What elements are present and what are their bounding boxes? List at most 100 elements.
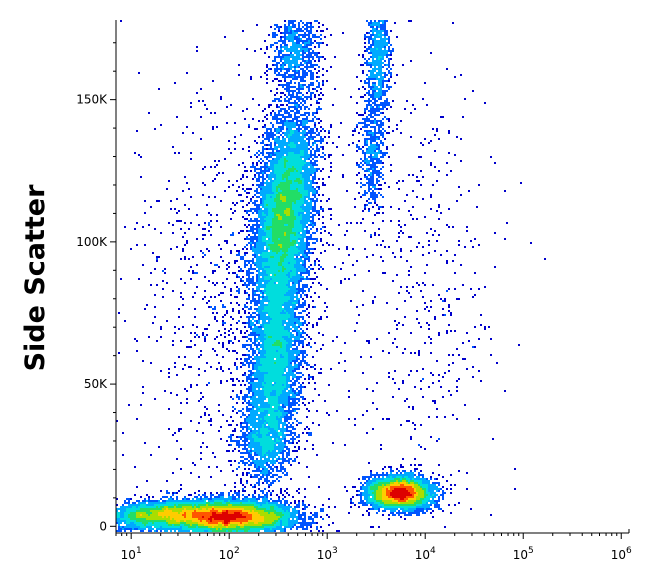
density-dot bbox=[322, 226, 324, 228]
density-dot bbox=[302, 136, 304, 138]
density-dot bbox=[268, 244, 270, 246]
density-dot bbox=[372, 206, 374, 208]
density-dot bbox=[276, 104, 278, 106]
density-dot bbox=[314, 242, 316, 244]
density-dot bbox=[328, 136, 330, 138]
density-dot bbox=[286, 194, 288, 196]
density-dot bbox=[290, 142, 292, 144]
density-dot bbox=[382, 112, 384, 114]
density-dot bbox=[302, 210, 304, 212]
density-dot bbox=[248, 312, 250, 314]
density-dot bbox=[190, 278, 192, 280]
density-dot bbox=[278, 230, 280, 232]
density-dot bbox=[368, 156, 370, 158]
density-dot bbox=[308, 198, 310, 200]
density-dot bbox=[296, 208, 298, 210]
density-dot bbox=[276, 206, 278, 208]
density-dot bbox=[314, 238, 316, 240]
density-dot bbox=[372, 164, 374, 166]
density-dot bbox=[262, 178, 264, 180]
density-dot bbox=[304, 166, 306, 168]
density-dot bbox=[276, 92, 278, 94]
density-dot bbox=[262, 198, 264, 200]
density-dot bbox=[308, 244, 310, 246]
density-dot bbox=[308, 120, 310, 122]
density-dot bbox=[292, 24, 294, 26]
density-dot bbox=[260, 260, 262, 262]
density-dot bbox=[256, 196, 258, 198]
density-dot bbox=[308, 22, 310, 24]
density-dot bbox=[296, 124, 298, 126]
density-dot bbox=[312, 66, 314, 68]
density-dot bbox=[262, 214, 264, 216]
density-dot bbox=[292, 168, 294, 170]
density-dot bbox=[304, 154, 306, 156]
density-dot bbox=[280, 160, 282, 162]
density-dot bbox=[372, 162, 374, 164]
density-dot bbox=[258, 288, 260, 290]
density-dot bbox=[322, 152, 324, 154]
density-dot bbox=[280, 84, 282, 86]
density-dot bbox=[388, 38, 390, 40]
density-dot bbox=[238, 186, 240, 188]
density-dot bbox=[310, 76, 312, 78]
density-dot bbox=[292, 58, 294, 60]
density-dot bbox=[290, 54, 292, 56]
density-dot bbox=[460, 264, 462, 266]
density-dot bbox=[270, 160, 272, 162]
density-dot bbox=[284, 188, 286, 190]
density-dot bbox=[296, 224, 298, 226]
density-dot bbox=[368, 70, 370, 72]
density-dot bbox=[304, 46, 306, 48]
density-dot bbox=[314, 196, 316, 198]
density-dot bbox=[214, 270, 216, 272]
density-dot bbox=[226, 122, 228, 124]
density-dot bbox=[436, 240, 438, 242]
density-dot bbox=[250, 230, 252, 232]
density-dot bbox=[268, 318, 270, 320]
density-dot bbox=[374, 100, 376, 102]
density-dot bbox=[272, 198, 274, 200]
density-dot bbox=[268, 188, 270, 190]
density-dot bbox=[274, 232, 276, 234]
density-dot bbox=[280, 302, 282, 304]
density-dot bbox=[380, 256, 382, 258]
density-dot bbox=[332, 142, 334, 144]
density-dot bbox=[288, 58, 290, 60]
density-dot bbox=[314, 88, 316, 90]
density-dot bbox=[302, 132, 304, 134]
density-dot bbox=[280, 48, 282, 50]
density-dot bbox=[286, 234, 288, 236]
density-dot bbox=[296, 162, 298, 164]
density-dot bbox=[286, 206, 288, 208]
density-dot bbox=[280, 144, 282, 146]
density-dot bbox=[244, 264, 246, 266]
density-dot bbox=[298, 144, 300, 146]
density-dot bbox=[270, 200, 272, 202]
density-dot bbox=[274, 298, 276, 300]
density-dot bbox=[438, 204, 440, 206]
density-dot bbox=[430, 140, 432, 142]
density-dot bbox=[290, 262, 292, 264]
density-dot bbox=[388, 132, 390, 134]
density-dot bbox=[272, 148, 274, 150]
density-dot bbox=[276, 228, 278, 230]
density-dot bbox=[264, 272, 266, 274]
density-dot bbox=[262, 120, 264, 122]
density-dot bbox=[368, 86, 370, 88]
density-dot bbox=[300, 158, 302, 160]
density-dot bbox=[372, 166, 374, 168]
density-dot bbox=[264, 40, 266, 42]
density-dot bbox=[298, 66, 300, 68]
density-dot bbox=[290, 270, 292, 272]
density-dot bbox=[378, 136, 380, 138]
density-dot bbox=[296, 278, 298, 280]
density-dot bbox=[302, 130, 304, 132]
density-dot bbox=[294, 178, 296, 180]
density-dot bbox=[296, 194, 298, 196]
density-dot bbox=[314, 52, 316, 54]
density-dot bbox=[216, 214, 218, 216]
density-dot bbox=[296, 174, 298, 176]
density-dot bbox=[274, 128, 276, 130]
density-dot bbox=[376, 64, 378, 66]
